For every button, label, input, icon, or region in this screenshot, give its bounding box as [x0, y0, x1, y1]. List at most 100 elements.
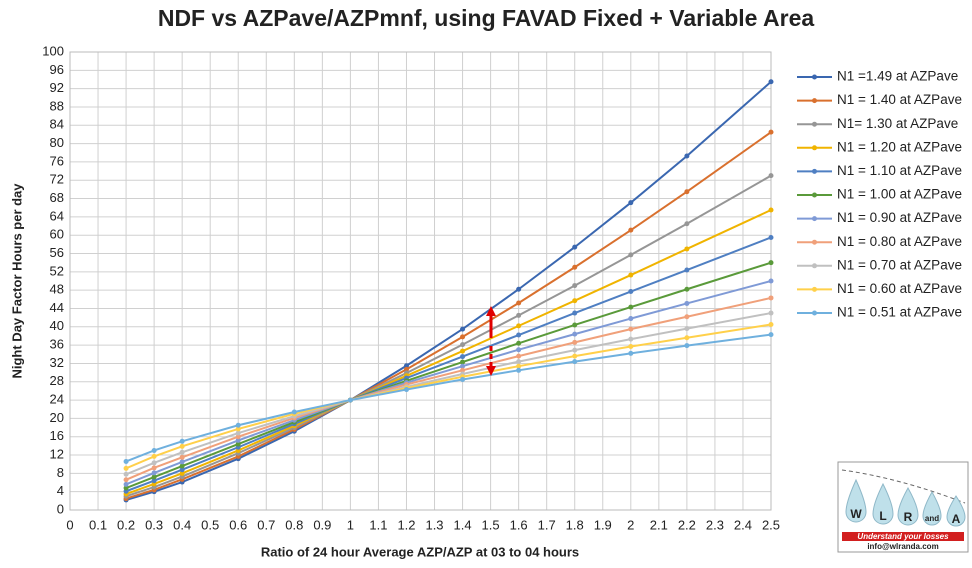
x-tick-label: 1 — [347, 517, 354, 532]
drop — [922, 490, 942, 526]
point — [628, 252, 634, 258]
point — [179, 443, 185, 449]
point — [516, 340, 522, 346]
point — [768, 322, 774, 328]
y-tick-label: 76 — [50, 153, 64, 168]
legend-label: N1 = 1.20 at AZPave — [837, 139, 962, 154]
y-tick-label: 88 — [50, 98, 64, 113]
point — [460, 367, 466, 373]
legend-label: N1 = 1.10 at AZPave — [837, 163, 962, 178]
y-tick-label: 60 — [50, 227, 64, 242]
point — [460, 334, 466, 340]
y-tick-label: 0 — [57, 501, 64, 516]
y-tick-label: 72 — [50, 172, 64, 187]
point — [516, 347, 522, 353]
y-tick-label: 12 — [50, 446, 64, 461]
logo-letter: R — [904, 510, 913, 524]
legend-label: N1 = 1.00 at AZPave — [837, 187, 962, 202]
point — [151, 447, 157, 453]
point — [572, 339, 578, 345]
x-tick-label: 0.3 — [145, 517, 163, 532]
x-tick-label: 2.3 — [706, 517, 724, 532]
y-tick-label: 68 — [50, 190, 64, 205]
point — [768, 207, 774, 213]
series-line — [125, 174, 772, 498]
point — [347, 397, 353, 403]
y-tick-label: 80 — [50, 135, 64, 150]
point — [403, 366, 409, 372]
legend-marker — [812, 74, 817, 80]
point — [628, 227, 634, 233]
point — [151, 460, 157, 466]
point — [684, 335, 690, 341]
x-tick-label: 0.2 — [117, 517, 135, 532]
legend-label: N1 = 0.70 at AZPave — [837, 257, 962, 272]
point — [628, 336, 634, 342]
point — [123, 465, 129, 471]
point — [768, 79, 774, 85]
point — [516, 353, 522, 359]
point — [516, 359, 522, 365]
legend-marker — [812, 168, 817, 174]
point — [768, 173, 774, 179]
x-tick-label: 1.5 — [482, 517, 500, 532]
point — [235, 426, 241, 432]
x-tick-label: 1.4 — [454, 517, 472, 532]
x-tick-label: 1.3 — [425, 517, 443, 532]
x-tick-label: 2.5 — [762, 517, 780, 532]
point — [628, 343, 634, 349]
y-tick-label: 92 — [50, 80, 64, 95]
point — [516, 323, 522, 329]
point — [684, 189, 690, 195]
y-tick-label: 4 — [57, 483, 64, 498]
logo-letter: L — [879, 509, 886, 523]
logo: W L R and A Understand your losses info@… — [837, 461, 969, 553]
logo-letter: A — [952, 512, 961, 526]
point — [151, 453, 157, 459]
drop — [845, 478, 867, 523]
legend-label: N1 = 0.90 at AZPave — [837, 210, 962, 225]
x-tick-label: 1.7 — [538, 517, 556, 532]
y-tick-label: 40 — [50, 318, 64, 333]
arrow-head — [486, 306, 496, 316]
point — [123, 458, 129, 464]
point — [179, 467, 185, 473]
y-tick-label: 16 — [50, 428, 64, 443]
point — [516, 300, 522, 306]
x-tick-label: 0.4 — [173, 517, 191, 532]
x-tick-label: 1.8 — [566, 517, 584, 532]
logo-curve — [841, 469, 966, 504]
point — [628, 326, 634, 332]
point — [572, 264, 578, 270]
point — [460, 376, 466, 382]
legend-marker — [812, 263, 817, 269]
point — [179, 438, 185, 444]
legend-marker — [812, 239, 817, 245]
drop — [872, 482, 894, 525]
point — [768, 295, 774, 301]
point — [768, 129, 774, 135]
legend-marker — [812, 216, 817, 222]
x-tick-label: 0.1 — [89, 517, 107, 532]
chart-title: NDF vs AZPave/AZPmnf, using FAVAD Fixed … — [158, 5, 815, 31]
point — [572, 322, 578, 328]
point — [151, 474, 157, 480]
point — [179, 470, 185, 476]
point — [684, 314, 690, 320]
point — [768, 278, 774, 284]
x-tick-label: 0 — [66, 517, 73, 532]
point — [628, 316, 634, 322]
point — [684, 286, 690, 292]
legend-label: N1 = 1.40 at AZPave — [837, 92, 962, 107]
point — [403, 363, 409, 369]
point — [460, 326, 466, 332]
y-tick-label: 56 — [50, 245, 64, 260]
point — [123, 485, 129, 491]
point — [684, 300, 690, 306]
y-tick-label: 36 — [50, 337, 64, 352]
y-tick-label: 84 — [50, 117, 64, 132]
point — [628, 272, 634, 278]
plot-border — [69, 51, 772, 511]
point — [684, 153, 690, 159]
point — [151, 470, 157, 476]
